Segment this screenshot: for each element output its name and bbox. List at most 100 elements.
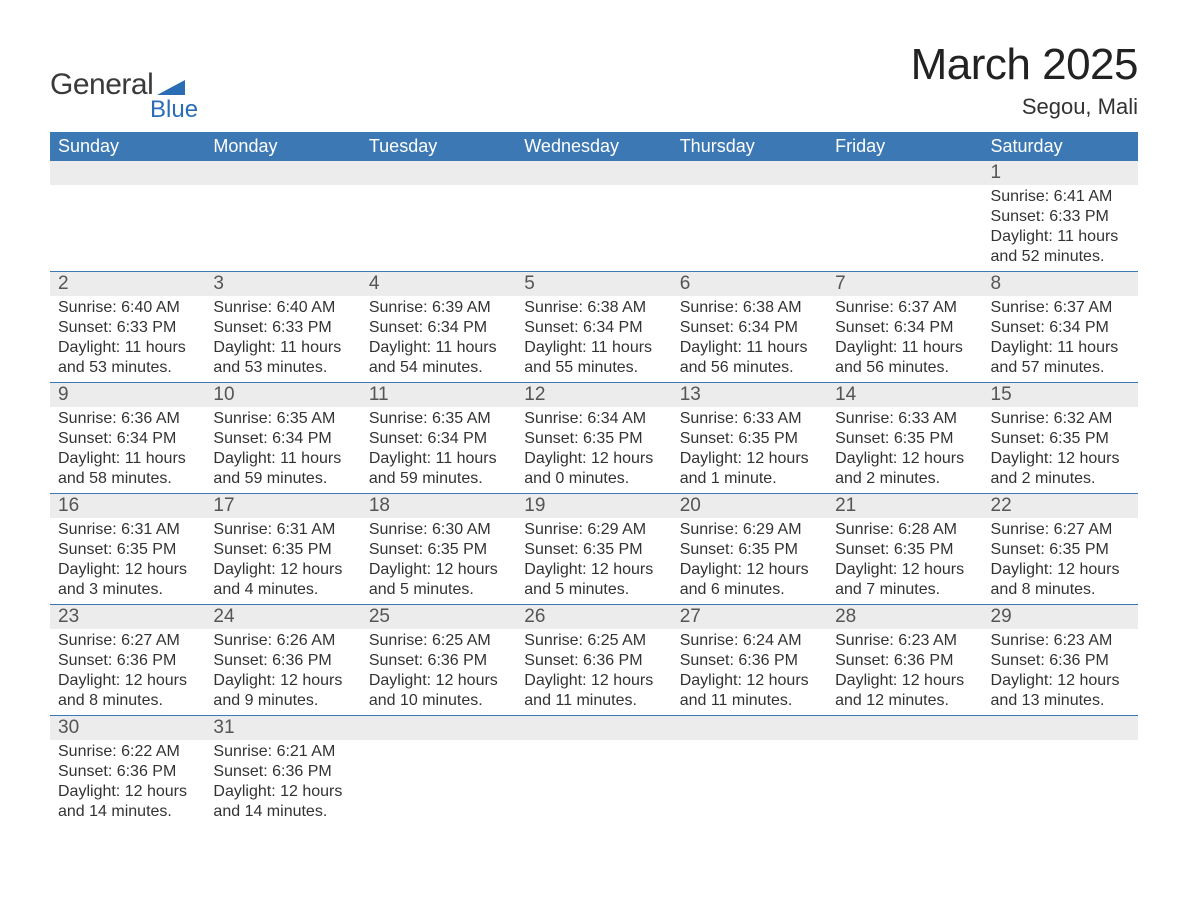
daylight-line: Daylight: 12 hours and 7 minutes.: [835, 560, 974, 600]
weekday-header: Thursday: [672, 132, 827, 161]
calendar-cell-content: Sunrise: 6:23 AMSunset: 6:36 PMDaylight:…: [827, 629, 982, 716]
daynum-row: 9101112131415: [50, 383, 1138, 408]
logo: General Blue: [50, 68, 198, 124]
daylight-line: Daylight: 12 hours and 12 minutes.: [835, 671, 974, 711]
day-number: [361, 716, 516, 740]
sunset-line: Sunset: 6:35 PM: [991, 429, 1130, 449]
calendar-cell-daynum: 7: [827, 272, 982, 297]
daylight-line: Daylight: 11 hours and 57 minutes.: [991, 338, 1130, 378]
calendar-cell-daynum: [672, 716, 827, 741]
calendar-cell-content: Sunrise: 6:23 AMSunset: 6:36 PMDaylight:…: [983, 629, 1138, 716]
day-number: [50, 161, 205, 185]
sunset-line: Sunset: 6:33 PM: [58, 318, 197, 338]
day-number: [827, 716, 982, 740]
calendar-cell-daynum: 18: [361, 494, 516, 519]
day-details: Sunrise: 6:33 AMSunset: 6:35 PMDaylight:…: [827, 407, 982, 493]
sunrise-line: Sunrise: 6:27 AM: [58, 631, 197, 651]
day-number: [983, 716, 1138, 740]
daynum-row: 16171819202122: [50, 494, 1138, 519]
calendar-table: Sunday Monday Tuesday Wednesday Thursday…: [50, 132, 1138, 826]
sunrise-line: Sunrise: 6:35 AM: [213, 409, 352, 429]
calendar-cell-daynum: 3: [205, 272, 360, 297]
sunset-line: Sunset: 6:35 PM: [213, 540, 352, 560]
daycontent-row: Sunrise: 6:27 AMSunset: 6:36 PMDaylight:…: [50, 629, 1138, 716]
calendar-cell-content: Sunrise: 6:21 AMSunset: 6:36 PMDaylight:…: [205, 740, 360, 826]
calendar-cell-content: Sunrise: 6:29 AMSunset: 6:35 PMDaylight:…: [672, 518, 827, 605]
sunset-line: Sunset: 6:35 PM: [991, 540, 1130, 560]
daylight-line: Daylight: 12 hours and 6 minutes.: [680, 560, 819, 600]
calendar-cell-daynum: 9: [50, 383, 205, 408]
daylight-line: Daylight: 12 hours and 10 minutes.: [369, 671, 508, 711]
calendar-cell-daynum: 2: [50, 272, 205, 297]
calendar-cell-content: Sunrise: 6:38 AMSunset: 6:34 PMDaylight:…: [672, 296, 827, 383]
calendar-cell-content: Sunrise: 6:30 AMSunset: 6:35 PMDaylight:…: [361, 518, 516, 605]
sunrise-line: Sunrise: 6:39 AM: [369, 298, 508, 318]
calendar-cell-content: [672, 185, 827, 272]
daylight-line: Daylight: 12 hours and 14 minutes.: [213, 782, 352, 822]
calendar-cell-daynum: 1: [983, 161, 1138, 185]
day-details: Sunrise: 6:29 AMSunset: 6:35 PMDaylight:…: [516, 518, 671, 604]
calendar-cell-content: Sunrise: 6:29 AMSunset: 6:35 PMDaylight:…: [516, 518, 671, 605]
calendar-cell-daynum: 28: [827, 605, 982, 630]
sunset-line: Sunset: 6:33 PM: [213, 318, 352, 338]
day-details: Sunrise: 6:27 AMSunset: 6:35 PMDaylight:…: [983, 518, 1138, 604]
weekday-header: Wednesday: [516, 132, 671, 161]
calendar-cell-content: Sunrise: 6:37 AMSunset: 6:34 PMDaylight:…: [983, 296, 1138, 383]
sunrise-line: Sunrise: 6:23 AM: [835, 631, 974, 651]
day-details: [516, 740, 671, 826]
calendar-cell-content: Sunrise: 6:40 AMSunset: 6:33 PMDaylight:…: [50, 296, 205, 383]
sunset-line: Sunset: 6:34 PM: [369, 318, 508, 338]
sunset-line: Sunset: 6:34 PM: [213, 429, 352, 449]
day-details: Sunrise: 6:21 AMSunset: 6:36 PMDaylight:…: [205, 740, 360, 826]
day-details: Sunrise: 6:30 AMSunset: 6:35 PMDaylight:…: [361, 518, 516, 604]
sunrise-line: Sunrise: 6:25 AM: [524, 631, 663, 651]
calendar-cell-content: Sunrise: 6:27 AMSunset: 6:35 PMDaylight:…: [983, 518, 1138, 605]
sunrise-line: Sunrise: 6:40 AM: [58, 298, 197, 318]
day-number: [361, 161, 516, 185]
daylight-line: Daylight: 12 hours and 8 minutes.: [991, 560, 1130, 600]
calendar-cell-content: Sunrise: 6:40 AMSunset: 6:33 PMDaylight:…: [205, 296, 360, 383]
calendar-cell-daynum: 31: [205, 716, 360, 741]
calendar-cell-content: [361, 740, 516, 826]
sunset-line: Sunset: 6:35 PM: [58, 540, 197, 560]
daylight-line: Daylight: 12 hours and 3 minutes.: [58, 560, 197, 600]
calendar-cell-content: Sunrise: 6:28 AMSunset: 6:35 PMDaylight:…: [827, 518, 982, 605]
calendar-cell-content: [827, 185, 982, 272]
calendar-cell-daynum: 16: [50, 494, 205, 519]
daycontent-row: Sunrise: 6:36 AMSunset: 6:34 PMDaylight:…: [50, 407, 1138, 494]
day-details: Sunrise: 6:24 AMSunset: 6:36 PMDaylight:…: [672, 629, 827, 715]
sunset-line: Sunset: 6:35 PM: [835, 540, 974, 560]
day-number: 8: [983, 272, 1138, 296]
calendar-cell-daynum: [361, 716, 516, 741]
daycontent-row: Sunrise: 6:31 AMSunset: 6:35 PMDaylight:…: [50, 518, 1138, 605]
day-details: Sunrise: 6:31 AMSunset: 6:35 PMDaylight:…: [205, 518, 360, 604]
calendar-cell-daynum: [983, 716, 1138, 741]
daycontent-row: Sunrise: 6:22 AMSunset: 6:36 PMDaylight:…: [50, 740, 1138, 826]
day-details: [50, 185, 205, 271]
day-number: 13: [672, 383, 827, 407]
sunrise-line: Sunrise: 6:28 AM: [835, 520, 974, 540]
day-details: [205, 185, 360, 271]
calendar-cell-daynum: 26: [516, 605, 671, 630]
daylight-line: Daylight: 11 hours and 58 minutes.: [58, 449, 197, 489]
day-details: Sunrise: 6:22 AMSunset: 6:36 PMDaylight:…: [50, 740, 205, 826]
day-details: Sunrise: 6:32 AMSunset: 6:35 PMDaylight:…: [983, 407, 1138, 493]
day-number: 18: [361, 494, 516, 518]
sunset-line: Sunset: 6:34 PM: [369, 429, 508, 449]
day-details: Sunrise: 6:36 AMSunset: 6:34 PMDaylight:…: [50, 407, 205, 493]
sunrise-line: Sunrise: 6:21 AM: [213, 742, 352, 762]
daynum-row: 3031: [50, 716, 1138, 741]
calendar-cell-daynum: [50, 161, 205, 185]
day-number: [672, 716, 827, 740]
calendar-cell-daynum: 13: [672, 383, 827, 408]
day-number: 12: [516, 383, 671, 407]
sunrise-line: Sunrise: 6:40 AM: [213, 298, 352, 318]
daylight-line: Daylight: 11 hours and 56 minutes.: [680, 338, 819, 378]
calendar-cell-daynum: [516, 161, 671, 185]
calendar-cell-content: [516, 185, 671, 272]
calendar-cell-content: Sunrise: 6:39 AMSunset: 6:34 PMDaylight:…: [361, 296, 516, 383]
day-details: Sunrise: 6:34 AMSunset: 6:35 PMDaylight:…: [516, 407, 671, 493]
calendar-cell-daynum: 6: [672, 272, 827, 297]
daylight-line: Daylight: 11 hours and 52 minutes.: [991, 227, 1130, 267]
weekday-header: Monday: [205, 132, 360, 161]
